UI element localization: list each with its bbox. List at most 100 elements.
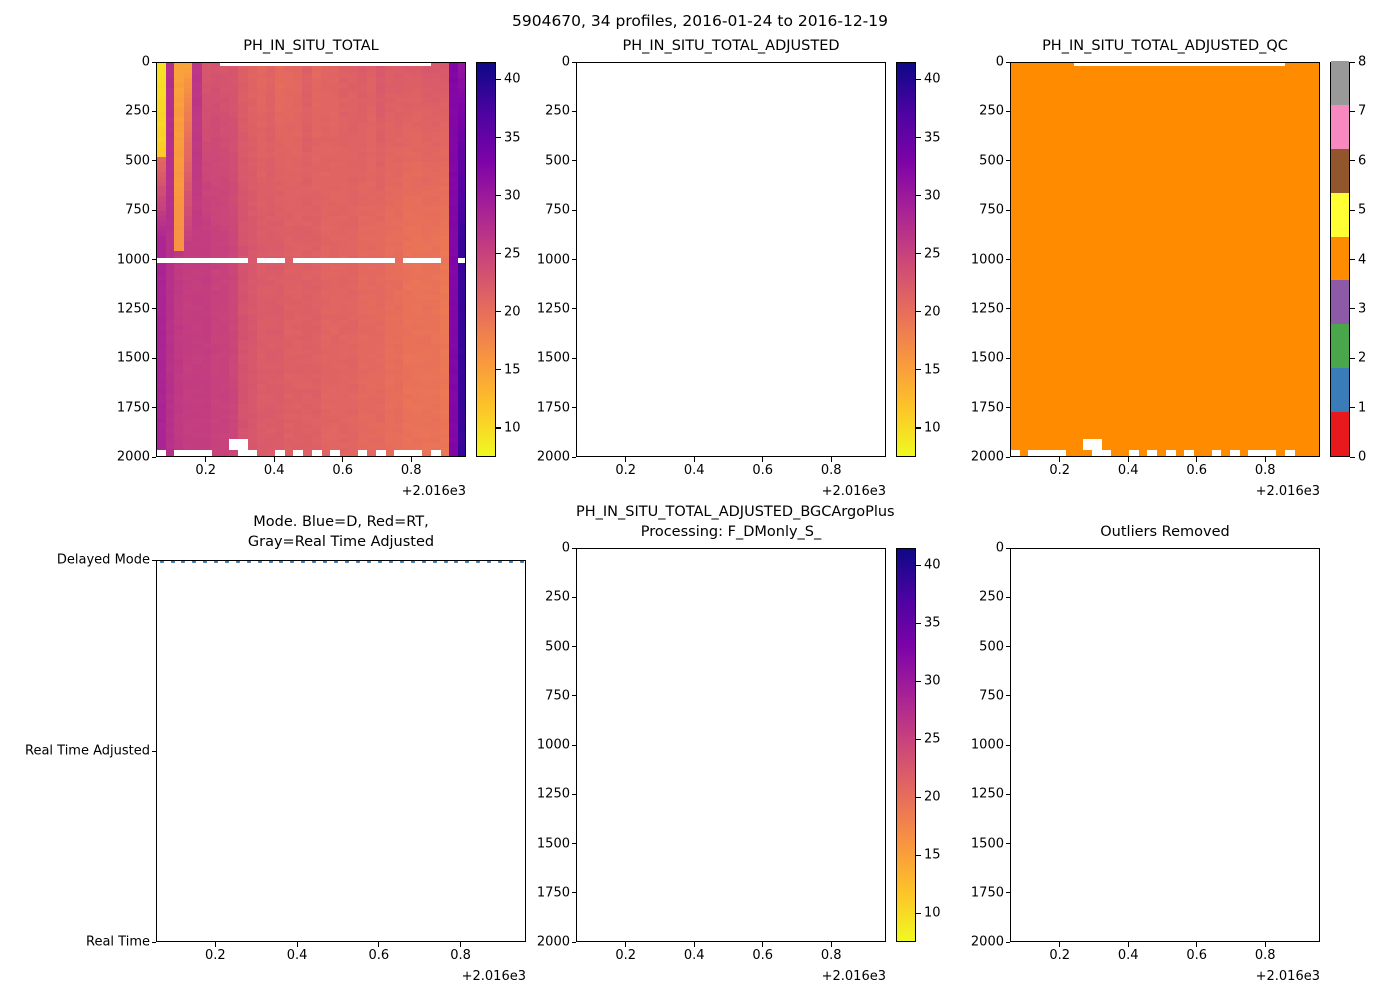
heatmap-cell — [449, 314, 459, 321]
heatmap-cell — [412, 408, 423, 415]
heatmap-cell — [421, 300, 432, 306]
heatmap-cell — [375, 216, 386, 222]
colorbar-ph-in-situ-total[interactable] — [476, 62, 496, 457]
heatmap-missing-cell — [256, 63, 267, 67]
colorbar-ph-adjusted-bgcargoplus[interactable] — [896, 548, 916, 942]
heatmap-cell — [430, 349, 441, 355]
heatmap-cell — [192, 280, 203, 286]
heatmap-cell — [210, 63, 221, 69]
heatmap-cell — [265, 304, 276, 311]
heatmap-cell — [183, 211, 194, 217]
heatmap-missing-cell — [1046, 449, 1057, 456]
y-tick-label: 500 — [979, 153, 1004, 169]
heatmap-cell — [439, 398, 450, 405]
x-tick-mark — [1196, 457, 1198, 462]
heatmap-cell — [265, 221, 276, 227]
heatmap-cell — [458, 211, 465, 217]
heatmap-cell — [421, 102, 432, 109]
heatmap-cell — [357, 250, 368, 257]
heatmap-missing-cell — [1119, 63, 1130, 66]
heatmap-cell — [201, 151, 212, 158]
heatmap-cell — [284, 221, 294, 227]
heatmap-cell — [320, 201, 331, 207]
heatmap-cell — [229, 408, 239, 415]
heatmap-cell — [412, 280, 423, 286]
heatmap-cell — [284, 369, 294, 375]
heatmap-cell — [210, 245, 221, 252]
heatmap-cell — [210, 181, 221, 188]
heatmap-cell — [412, 156, 423, 163]
heatmap-cell — [403, 137, 413, 143]
axes-mode[interactable] — [156, 560, 526, 942]
y-tick-mark — [571, 892, 576, 894]
heatmap-cell — [275, 418, 285, 425]
heatmap-cell — [329, 146, 340, 153]
colorbar-qc[interactable] — [1330, 61, 1350, 457]
colorbar-tick-mark — [916, 195, 921, 197]
heatmap-cell — [394, 339, 404, 346]
heatmap-cell — [458, 151, 465, 158]
heatmap-cell — [449, 339, 459, 346]
heatmap-cell — [439, 107, 450, 113]
heatmap-cell — [201, 166, 212, 173]
heatmap-cell — [320, 443, 331, 449]
heatmap-cell — [201, 260, 212, 267]
heatmap-cell — [247, 280, 258, 286]
heatmap-cell — [348, 260, 359, 267]
heatmap-cell — [449, 413, 459, 420]
heatmap-cell — [165, 393, 175, 400]
heatmap-cell — [394, 383, 404, 390]
heatmap-cell — [421, 423, 432, 429]
heatmap-cell — [293, 329, 303, 336]
heatmap-cell — [165, 161, 175, 168]
heatmap-cell — [284, 359, 294, 365]
heatmap-cell — [157, 151, 167, 158]
heatmap-cell — [192, 359, 203, 365]
heatmap-cell — [375, 403, 386, 410]
heatmap-cell — [412, 285, 423, 291]
heatmap-cell — [183, 354, 194, 360]
y-tick-mark — [151, 110, 156, 112]
heatmap-cell — [229, 196, 239, 202]
heatmap-cell — [412, 82, 423, 89]
colorbar-tick-mark — [916, 369, 921, 371]
heatmap-cell — [339, 309, 349, 316]
heatmap-cell — [449, 127, 459, 133]
axes-ph-in-situ-total-adjusted[interactable] — [576, 62, 886, 457]
heatmap-cell — [275, 216, 285, 222]
heatmap-cell — [238, 260, 249, 267]
heatmap-cell — [357, 374, 368, 380]
axes-ph-in-situ-total[interactable] — [156, 62, 466, 457]
heatmap-cell — [375, 245, 386, 252]
axes-outliers-removed[interactable] — [1010, 548, 1320, 942]
axes-ph-in-situ-total-adjusted-qc[interactable] — [1010, 62, 1320, 457]
heatmap-cell — [320, 349, 331, 355]
heatmap-cell — [238, 117, 249, 123]
heatmap-cell — [210, 87, 221, 94]
heatmap-cell — [284, 67, 294, 74]
heatmap-cell — [357, 240, 368, 247]
heatmap-cell — [449, 285, 459, 291]
heatmap-cell — [284, 255, 294, 262]
heatmap-cell — [302, 354, 313, 360]
heatmap-cell — [384, 398, 395, 405]
axes-ph-adjusted-bgcargoplus[interactable] — [576, 548, 886, 942]
colorbar-ph-in-situ-total-adjusted[interactable] — [896, 62, 916, 457]
heatmap-cell — [275, 171, 285, 178]
heatmap-cell — [430, 92, 441, 99]
heatmap-cell — [165, 166, 175, 173]
heatmap-cell — [265, 146, 276, 153]
heatmap-cell — [366, 290, 377, 296]
heatmap-cell — [439, 97, 450, 104]
heatmap-missing-cell — [375, 449, 386, 456]
heatmap-missing-cell — [384, 63, 395, 67]
heatmap-missing-cell — [348, 257, 359, 263]
heatmap-cell — [449, 280, 459, 286]
heatmap-cell — [210, 265, 221, 271]
heatmap-cell — [238, 72, 249, 79]
heatmap-cell — [293, 388, 303, 395]
heatmap-cell — [293, 77, 303, 84]
heatmap-cell — [394, 285, 404, 291]
heatmap-cell — [311, 359, 322, 365]
heatmap-cell — [458, 146, 465, 153]
